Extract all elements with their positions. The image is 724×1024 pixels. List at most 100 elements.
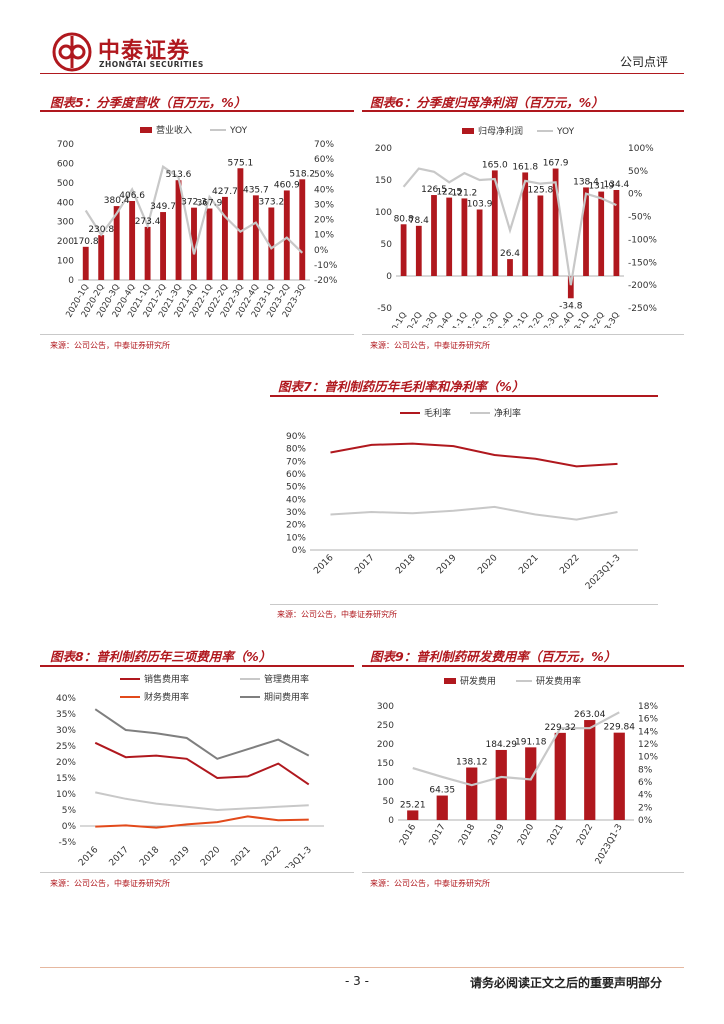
y-right-tick-label: 60% [314,155,334,165]
x-tick-label: 2018 [457,822,477,847]
bar [252,195,259,280]
bar [431,195,437,276]
yoy-line [84,164,304,255]
x-tick-label: 2016 [77,845,100,868]
y-right-tick-label: 14% [638,727,658,737]
y-right-tick-label: 0% [638,816,653,826]
x-tick-label: 2021 [546,823,566,848]
y-left-tick-label: 200 [377,740,394,750]
bar [82,246,89,280]
bar-data-label: -34.8 [559,301,583,311]
fig6-title: 图表6：分季度归母净利润（百万元，%） [370,95,604,110]
y-tick-label: 40% [286,495,306,505]
y-right-tick-label: -100% [628,235,657,245]
legend-bar-swatch [444,678,456,684]
bar-data-label: 80.8 [394,214,414,224]
y-left-tick-label: 700 [57,140,74,150]
x-tick-label: 2021 [230,845,253,868]
x-tick-label: 2016 [312,553,335,576]
bar [113,206,120,280]
x-tick-label: 2022 [575,823,595,848]
series-line [330,442,618,468]
bar-data-label: 131.9 [588,182,614,192]
x-tick-label: 2018 [138,845,161,868]
y-right-tick-label: 2% [638,803,653,813]
y-right-tick-label: -200% [628,281,657,291]
y-right-tick-label: 40% [314,185,334,195]
y-tick-label: 90% [286,432,306,442]
bar-data-label: 372.3 [181,198,207,208]
bar-data-label: 229.84 [604,723,636,733]
y-tick-label: 10% [286,533,306,543]
fig8-title-underline [40,665,354,667]
y-left-tick-label: 50 [383,797,395,807]
y-left-tick-label: 500 [57,179,74,189]
series-line [330,505,618,521]
legend-label: 期间费用率 [264,691,309,703]
x-tick-label: 2019 [435,553,458,576]
header-divider [40,73,684,74]
y-right-tick-label: 50% [314,170,334,180]
legend-label: 财务费用率 [144,691,189,703]
y-tick-label: 10% [56,790,76,800]
y-right-tick-label: -20% [314,276,338,286]
y-tick-label: 0% [62,822,77,832]
x-tick-label: 2020 [199,845,222,868]
x-tick-label: 2023Q1-3 [275,845,314,868]
fig8-source: 来源：公司公告，中泰证券研究所 [50,879,170,888]
legend-bar-label: 研发费用 [460,675,496,687]
y-left-tick-label: 200 [57,237,74,247]
bar [160,212,167,280]
fig7-chart: 0% 10% 20% 30% 40% 50% 60% 70% 80% 90% 2016 2017 201… [286,407,638,592]
bar-data-label: 435.7 [243,185,269,195]
legend-label: 净利率 [494,407,521,419]
bar [129,201,136,280]
bar-data-label: 230.8 [88,225,114,235]
fig6-chart: -50 0 50 100 150 200 -250% -200% -150% -100% -50% 0… [375,125,658,328]
bar-data-label: 460.9 [274,180,300,190]
y-tick-label: 20% [56,758,76,768]
fig5-source-divider [40,334,354,335]
fig7-source-divider [270,604,658,605]
bar [461,198,468,276]
y-right-tick-label: 50% [628,167,648,177]
x-tick-label: 2021 [517,553,540,576]
x-tick-label: 2022 [260,845,283,868]
y-tick-label: 5% [62,806,77,816]
series-line [94,708,310,760]
fig6-source: 来源：公司公告，中泰证券研究所 [370,341,490,350]
y-left-tick-label: 250 [377,721,394,731]
fig5-title-underline [40,110,354,112]
fig8-source-divider [40,872,354,873]
footer-divider [40,967,684,968]
y-tick-label: 80% [286,445,306,455]
y-right-tick-label: -10% [314,261,338,271]
y-right-tick-label: 12% [638,740,658,750]
x-tick-label: 2017 [108,845,131,868]
bar-data-label: 170.8 [73,237,99,247]
bar [237,168,244,280]
bar [491,170,498,276]
fig5-title: 图表5：分季度营收（百万元，%） [50,95,247,110]
bar [299,179,306,280]
series-line [95,815,309,829]
bar-data-label: 380.4 [104,196,130,206]
legend-label: 毛利率 [424,407,451,419]
y-tick-label: 40% [56,694,76,704]
bar-data-label: 165.0 [482,160,508,170]
y-tick-label: 70% [286,457,306,467]
bar [554,732,566,820]
y-right-tick-label: 10% [314,231,334,241]
bar [522,172,529,276]
bar [206,208,213,280]
x-tick-label: 2017 [428,823,448,848]
bar-data-label: 138.12 [456,758,488,768]
y-tick-label: 35% [56,710,76,720]
report-type: 公司点评 [620,55,669,69]
y-left-tick-label: 150 [377,759,394,769]
bar [476,209,483,276]
fig7-title: 图表7：普利制药历年毛利率和净利率（%） [278,379,525,394]
legend-label: 销售费用率 [144,673,189,685]
fig6-title-underline [362,110,684,112]
bar [144,226,151,280]
